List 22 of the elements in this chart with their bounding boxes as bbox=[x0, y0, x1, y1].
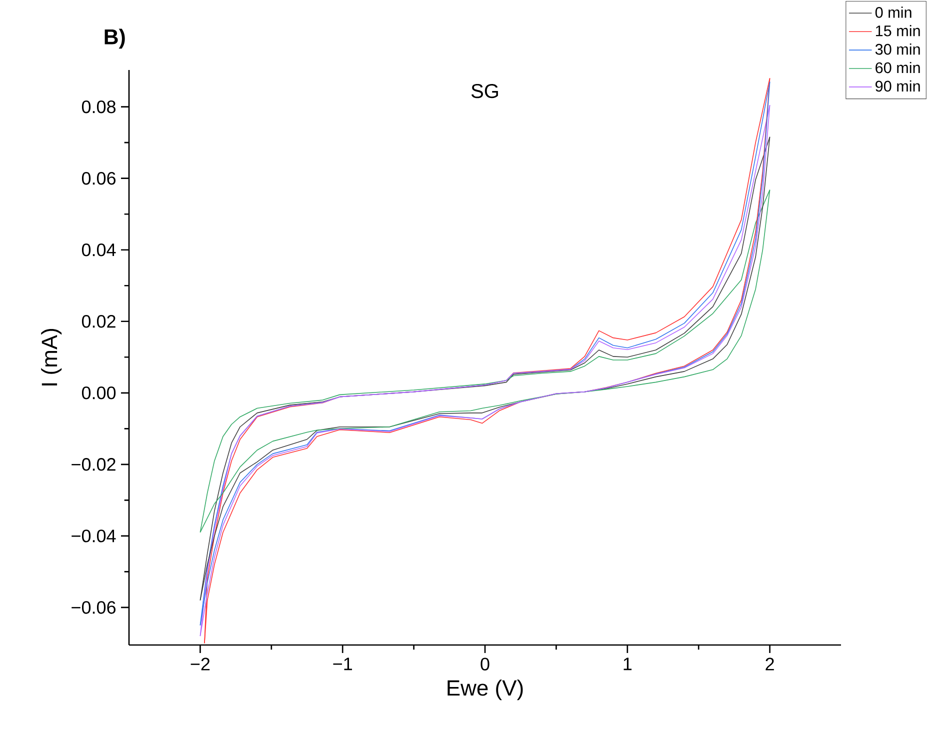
y-axis-title: I (mA) bbox=[41, 328, 62, 386]
legend-label: 30 min bbox=[875, 44, 920, 55]
y-tick-label: −0.04 bbox=[72, 530, 116, 542]
x-tick-label: −2 bbox=[190, 658, 210, 670]
x-tick-label: −1 bbox=[333, 658, 352, 670]
text: SG bbox=[471, 84, 498, 98]
y-tick-label: −0.02 bbox=[72, 458, 116, 471]
x-tick-label: 1 bbox=[624, 658, 632, 670]
text: B) bbox=[104, 28, 125, 49]
legend-label: 0 min bbox=[875, 6, 912, 18]
legend-label: 90 min bbox=[876, 80, 920, 92]
y-tick-label: −0.06 bbox=[72, 601, 116, 614]
x-tick-label: 2 bbox=[766, 658, 774, 670]
y-tick-label: 0.00 bbox=[82, 386, 116, 400]
y-tick-label: 0.06 bbox=[82, 172, 116, 185]
y-tick-label: 0.08 bbox=[82, 100, 116, 114]
x-axis-title: Ewe (V) bbox=[448, 680, 523, 700]
y-tick-label: 0.02 bbox=[82, 315, 116, 328]
legend-label: 60 min bbox=[876, 62, 920, 74]
legend-label: 15 min bbox=[876, 25, 920, 36]
y-tick-label: 0.04 bbox=[82, 243, 116, 256]
x-tick-label: 0 bbox=[480, 658, 490, 670]
